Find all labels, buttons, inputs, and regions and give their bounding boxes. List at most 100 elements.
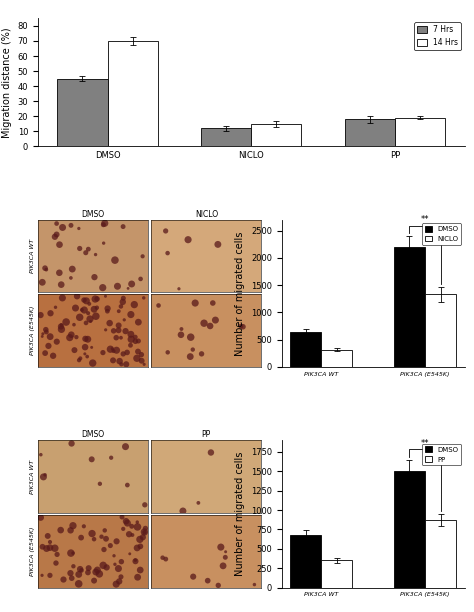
Point [137,349,145,359]
Point [139,532,146,542]
Point [69,521,77,531]
Point [101,526,109,536]
Point [53,218,60,228]
Point [177,330,185,340]
Point [93,294,101,304]
Point [115,306,123,316]
Point [128,334,135,344]
Y-axis label: PIK3CA WT: PIK3CA WT [30,460,35,494]
Bar [321,561,352,588]
Point [118,359,125,369]
Point [46,543,54,553]
Y-axis label: PIK3CA (E545K): PIK3CA (E545K) [30,526,35,576]
Legend: DMSO, NICLO: DMSO, NICLO [422,223,461,245]
Point [138,356,146,365]
Point [137,565,144,575]
Point [122,517,130,526]
Point [78,305,86,315]
Point [68,439,75,449]
Point [127,329,135,339]
Point [141,528,148,537]
Point [119,349,127,359]
Point [102,325,109,335]
Bar [57,78,108,146]
Point [159,553,166,562]
Point [82,296,90,306]
Point [75,355,83,365]
Point [91,294,99,304]
Point [80,521,88,531]
Y-axis label: PIK3CA WT: PIK3CA WT [30,239,35,273]
Point [70,320,78,330]
Point [45,341,52,351]
Point [52,302,59,312]
Point [115,564,122,573]
Point [239,322,247,332]
Point [76,564,84,574]
Point [134,517,141,527]
Point [83,352,91,362]
Point [84,308,92,318]
Point [191,298,199,308]
Bar [321,349,352,367]
Point [118,512,126,522]
Point [43,264,50,274]
Point [71,345,78,355]
Point [57,322,65,332]
Bar [425,294,456,367]
Point [124,518,131,528]
Point [194,498,202,508]
Point [164,348,172,357]
Point [43,543,50,553]
Point [114,282,121,291]
Point [137,274,145,284]
Point [251,580,258,589]
Point [130,300,138,310]
Point [57,280,65,289]
Point [41,470,49,480]
Point [56,240,64,250]
Point [93,303,100,313]
Point [82,342,89,352]
Point [81,349,89,359]
Point [110,551,118,561]
Point [184,235,192,245]
Point [103,562,110,572]
Point [39,542,46,551]
Point [207,447,215,457]
Point [68,573,75,583]
Point [37,513,45,523]
Point [108,453,115,463]
Point [89,358,97,368]
Point [123,348,131,357]
Point [187,332,194,342]
Point [92,250,100,259]
Point [88,455,95,465]
Point [219,561,227,571]
Text: **: ** [421,215,429,224]
Point [96,569,103,579]
Point [75,223,82,233]
Point [53,230,60,239]
Point [178,324,185,334]
Point [41,348,49,358]
Point [122,442,129,452]
Point [100,220,107,230]
Point [88,529,96,539]
Point [133,543,141,553]
Point [115,321,122,330]
Point [51,543,59,553]
Title: DMSO: DMSO [82,210,105,219]
Point [131,332,139,342]
Point [141,500,148,510]
Point [190,572,197,581]
Point [126,549,134,559]
Point [39,329,46,338]
Point [115,326,122,335]
Point [100,561,107,570]
Point [101,218,109,228]
Point [141,527,148,537]
Point [237,321,245,331]
Point [59,223,66,233]
Point [116,577,123,586]
